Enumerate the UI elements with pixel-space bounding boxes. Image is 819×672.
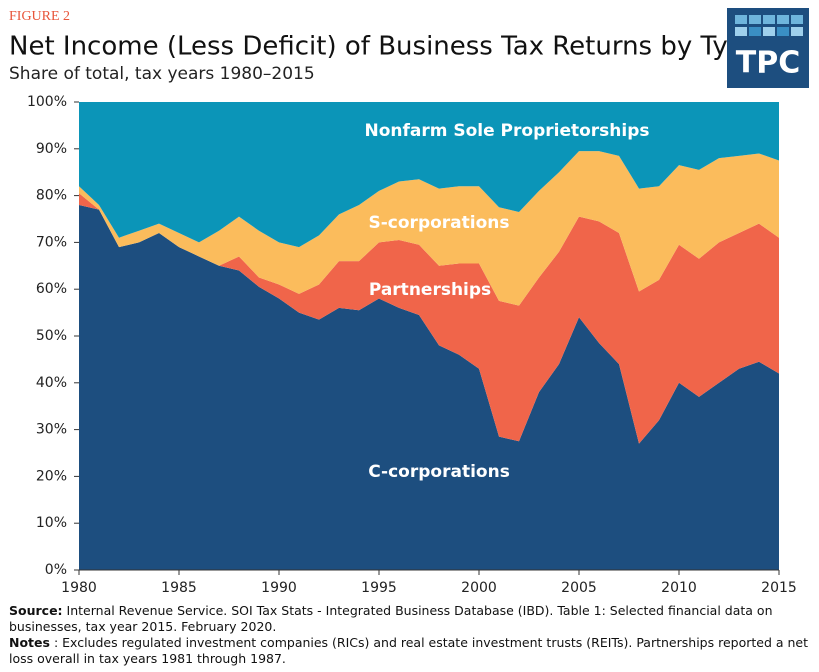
y-tick-label: 60% <box>36 281 67 297</box>
x-tick-label: 1990 <box>261 580 297 596</box>
chart: FIGURE 2 Net Income (Less Deficit) of Bu… <box>9 8 809 596</box>
x-tick-label: 2005 <box>561 580 597 596</box>
area <box>79 102 779 248</box>
series-label: C-corporations <box>368 462 510 482</box>
notes-text: : Excludes regulated investment companie… <box>9 635 809 666</box>
y-tick-label: 50% <box>36 328 67 344</box>
y-tick-label: 90% <box>36 141 67 157</box>
series-label: Nonfarm Sole Proprietorships <box>364 121 649 141</box>
y-tick-label: 40% <box>36 375 67 391</box>
x-tick-label: 2000 <box>461 580 497 596</box>
area <box>79 193 779 444</box>
series-label: Partnerships <box>369 280 491 300</box>
x-tick-label: 2010 <box>661 580 697 596</box>
series-label: S-corporations <box>369 213 510 233</box>
y-tick-label: 100% <box>27 94 67 110</box>
y-tick-label: 30% <box>36 422 67 438</box>
notes: Notes : Excludes regulated investment co… <box>9 635 809 666</box>
source-label: Source: <box>9 603 63 618</box>
logo-text: TPC <box>736 46 800 81</box>
y-tick-label: 80% <box>36 188 67 204</box>
y-tick-label: 20% <box>36 468 67 484</box>
y-tick-label: 0% <box>45 562 67 578</box>
x-tick-label: 1980 <box>61 580 97 596</box>
source-text: Internal Revenue Service. SOI Tax Stats … <box>9 603 773 634</box>
area <box>79 204 779 570</box>
source-note: Source: Internal Revenue Service. SOI Ta… <box>9 603 809 634</box>
area <box>79 151 779 306</box>
figure-label: FIGURE 2 <box>9 9 70 24</box>
chart-subtitle: Share of total, tax years 1980–2015 <box>9 64 315 84</box>
notes-label: Notes <box>9 635 50 650</box>
logo: TPC <box>727 8 809 88</box>
x-tick-label: 1995 <box>361 580 397 596</box>
chart-title: Net Income (Less Deficit) of Business Ta… <box>9 32 760 62</box>
x-tick-label: 2015 <box>761 580 797 596</box>
y-tick-label: 10% <box>36 515 67 531</box>
x-tick-label: 1985 <box>161 580 197 596</box>
y-tick-label: 70% <box>36 234 67 250</box>
